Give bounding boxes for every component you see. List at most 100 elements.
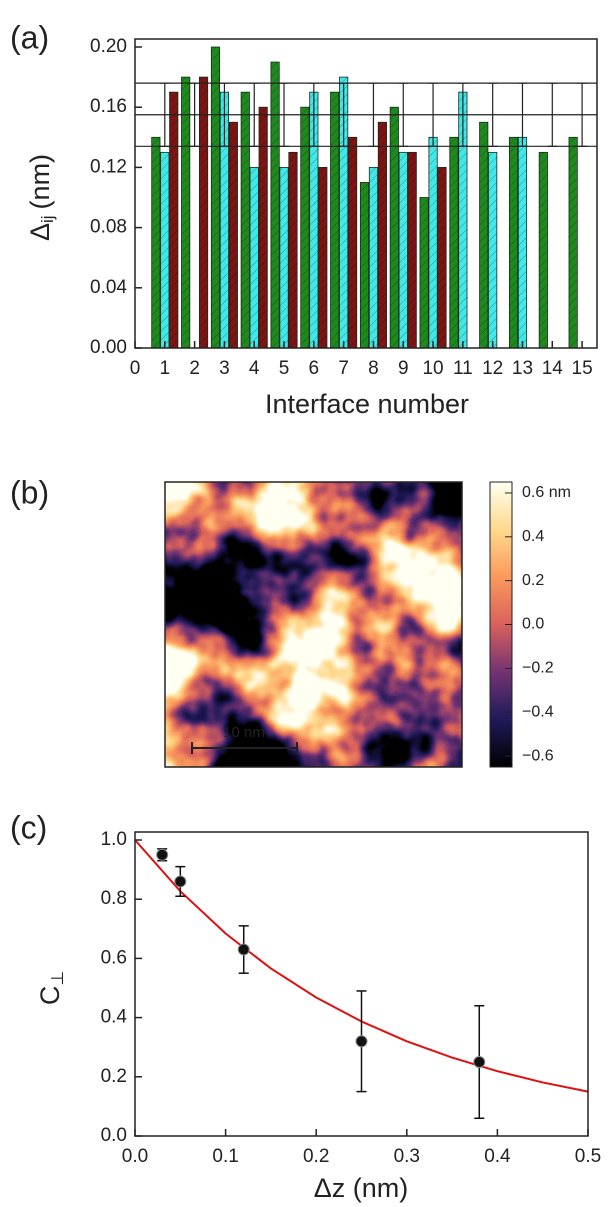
bar-hatch xyxy=(449,137,459,348)
y-axis-label: C⊥ xyxy=(35,971,67,1005)
bar-hatch xyxy=(199,77,208,348)
x-tick-label: 0.3 xyxy=(394,1146,420,1167)
colorbar-tick-label: 0.4 xyxy=(522,528,544,545)
x-tick-label: 11 xyxy=(453,358,473,379)
y-tick-label: 0.4 xyxy=(101,1007,128,1028)
x-tick-label: 0.4 xyxy=(484,1146,511,1167)
scale-bar-label: 10 nm xyxy=(223,724,265,741)
colorbar-tick-label: −0.4 xyxy=(522,703,554,720)
bar-hatch xyxy=(241,92,250,349)
bar-hatch xyxy=(279,167,289,348)
data-point xyxy=(473,1056,486,1068)
x-tick-label: 4 xyxy=(249,358,260,379)
bar-hatch xyxy=(458,92,468,349)
y-label-subscript: ⊥ xyxy=(48,971,67,986)
data-point xyxy=(174,875,187,888)
bar-hatch xyxy=(348,137,357,348)
x-tick-label: 13 xyxy=(512,358,533,379)
plot-frame xyxy=(134,831,589,1137)
x-tick-label: 12 xyxy=(482,358,503,379)
y-tick-label: 1.0 xyxy=(101,829,127,850)
bar-hatch xyxy=(309,92,319,349)
bar-hatch xyxy=(220,92,229,349)
y-tick-label: 0.16 xyxy=(90,96,127,117)
bar-hatch xyxy=(539,152,548,348)
x-tick-label: 14 xyxy=(542,358,564,379)
bar-hatch xyxy=(300,107,310,348)
bar-hatch xyxy=(437,167,447,348)
x-tick-label: 0.5 xyxy=(575,1146,601,1167)
y-tick-label: 0.6 xyxy=(101,947,127,968)
bar-hatch xyxy=(428,137,438,348)
y-tick-label: 0.00 xyxy=(90,337,127,358)
x-tick-label: 0 xyxy=(130,358,141,379)
bar-hatch xyxy=(229,122,238,348)
colorbar-tick-label: −0.6 xyxy=(522,747,554,764)
bar-hatch xyxy=(479,122,488,348)
y-label-symbol: C xyxy=(35,986,65,1006)
y-tick-label: 0.20 xyxy=(90,36,127,57)
bar-hatch xyxy=(250,167,259,348)
data-point xyxy=(156,848,169,861)
x-tick-label: 8 xyxy=(368,358,379,379)
bar-hatch xyxy=(390,107,399,348)
bar-hatch xyxy=(318,167,327,348)
plot-frame xyxy=(134,38,598,349)
x-tick-label: 7 xyxy=(338,358,349,379)
x-tick-label: 15 xyxy=(572,358,593,379)
bar-hatch xyxy=(339,77,348,348)
x-axis-label: Interface number xyxy=(265,389,469,419)
colorbar-tick-label: 0.6 nm xyxy=(522,484,571,501)
bar-hatch xyxy=(181,77,190,348)
y-label-symbol: Δ xyxy=(25,223,55,241)
y-axis-label: Δij (nm) xyxy=(25,154,57,241)
bar-hatch xyxy=(488,152,497,348)
y-tick-label: 0.08 xyxy=(90,217,127,238)
bar-hatch xyxy=(330,92,339,349)
data-point xyxy=(237,943,250,956)
panel-label: (c) xyxy=(10,809,47,845)
bar-hatch xyxy=(568,137,578,348)
panel-label: (b) xyxy=(10,474,49,510)
x-axis-label: Δz (nm) xyxy=(314,1173,409,1203)
bar-hatch xyxy=(151,137,161,348)
bar-hatch xyxy=(169,92,178,349)
x-tick-label: 3 xyxy=(219,358,230,379)
bar-hatch xyxy=(270,62,280,349)
x-tick-label: 1 xyxy=(160,358,171,379)
x-tick-label: 2 xyxy=(189,358,200,379)
bar-hatch xyxy=(288,152,298,348)
y-tick-label: 0.2 xyxy=(101,1066,127,1087)
colorbar-tick-label: 0.0 xyxy=(522,616,544,633)
x-tick-label: 9 xyxy=(398,358,409,379)
colorbar-tick-label: −0.2 xyxy=(522,660,554,677)
x-tick-label: 0.0 xyxy=(122,1146,148,1167)
bar-hatch xyxy=(369,167,378,348)
bar-hatch xyxy=(378,122,387,348)
x-tick-label: 6 xyxy=(309,358,320,379)
y-tick-label: 0.0 xyxy=(101,1125,127,1146)
x-tick-label: 0.1 xyxy=(212,1146,238,1167)
bar-hatch xyxy=(399,152,408,348)
x-tick-label: 0.2 xyxy=(303,1146,329,1167)
y-label-subscript: ij xyxy=(38,215,57,223)
bar-hatch xyxy=(360,182,369,348)
y-tick-label: 0.8 xyxy=(101,888,127,909)
x-tick-label: 10 xyxy=(422,358,443,379)
y-tick-label: 0.04 xyxy=(90,277,127,298)
data-point xyxy=(355,1035,368,1048)
bar-hatch xyxy=(509,137,518,348)
bar-hatch xyxy=(160,152,169,348)
y-tick-label: 0.12 xyxy=(90,156,127,177)
height-map xyxy=(165,482,462,767)
panel-label: (a) xyxy=(10,19,49,55)
map-frame xyxy=(164,481,463,768)
x-tick-label: 5 xyxy=(279,358,290,379)
colorbar-tick-label: 0.2 xyxy=(522,572,544,589)
bar-hatch xyxy=(258,107,268,348)
bar-hatch xyxy=(518,137,527,348)
y-label-unit: (nm) xyxy=(25,154,55,210)
bar-hatch xyxy=(419,197,429,348)
bar-hatch xyxy=(211,47,220,348)
